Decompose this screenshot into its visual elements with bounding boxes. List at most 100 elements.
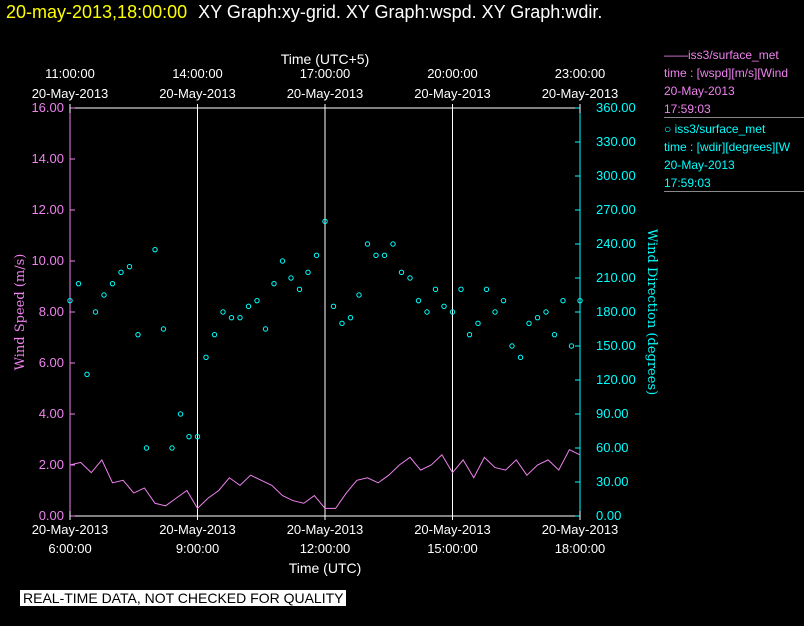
x-bottom-tick-time: 18:00:00	[555, 541, 606, 556]
wind-direction-point	[186, 433, 192, 440]
wind-direction-point	[509, 343, 515, 349]
wind-direction-point	[483, 286, 490, 293]
wind-direction-point	[305, 269, 311, 276]
y-right-tick-label: 180.00	[596, 304, 636, 319]
wind-direction-point	[415, 297, 422, 304]
wind-direction-point	[398, 269, 405, 276]
x-bottom-tick-time: 6:00:00	[48, 541, 91, 556]
wind-direction-point	[390, 241, 396, 247]
wind-direction-point	[432, 286, 439, 293]
wind-direction-point	[458, 286, 464, 293]
y-left-tick-label: 4.00	[39, 406, 64, 421]
x-bottom-tick-date: 20-May-2013	[287, 522, 364, 537]
wind-direction-point	[245, 303, 252, 310]
label-layer: 0.00 2.00 4.00 6.00 8.00 10.00 12.00 14.00 16.00…	[13, 51, 659, 576]
legend-wdir-variable: time : [wdir][degrees][W	[664, 140, 791, 154]
wind-direction-point	[101, 292, 107, 298]
x-top-tick-date: 20-May-2013	[414, 86, 491, 101]
wind-direction-point	[92, 309, 99, 315]
x-bottom-tick-date: 20-May-2013	[32, 522, 109, 537]
header-timestamp: 20-may-2013,18:00:00	[6, 2, 188, 22]
wind-direction-point	[543, 309, 549, 315]
y-left-tick-label: 0.00	[39, 508, 64, 523]
x-top-tick-time: 17:00:00	[300, 66, 351, 81]
wind-direction-point	[441, 303, 447, 310]
wind-direction-point	[296, 286, 303, 293]
y-left-tick-label: 6.00	[39, 355, 64, 370]
legend-divider-2	[664, 191, 804, 192]
x-top-tick-time: 11:00:00	[45, 66, 95, 81]
y-right-tick-label: 300.00	[596, 168, 636, 183]
wind-direction-point	[84, 371, 90, 378]
x-top-tick-time: 23:00:00	[555, 66, 606, 81]
wind-direction-point	[577, 297, 583, 304]
wind-direction-point	[271, 280, 277, 287]
wind-direction-point	[560, 297, 566, 304]
chart-header: 20-may-2013,18:00:00 XY Graph:xy-grid. X…	[6, 2, 602, 23]
wind-direction-point	[449, 309, 456, 315]
legend-wdir-time: 17:59:03	[664, 176, 711, 190]
x-bottom-tick-time: 15:00:00	[427, 541, 478, 556]
wind-direction-point	[118, 269, 124, 276]
legend-divider	[664, 117, 804, 118]
legend-wspd-source: ——iss3/surface_met	[664, 48, 779, 62]
wind-direction-point	[109, 280, 116, 287]
wind-direction-point	[262, 326, 269, 332]
wind-direction-point	[492, 309, 498, 315]
quality-notice: REAL-TIME DATA, NOT CHECKED FOR QUALITY	[20, 590, 347, 606]
wind-direction-point	[364, 241, 371, 247]
wind-direction-point	[475, 320, 481, 327]
y-right-tick-label: 30.00	[596, 474, 629, 489]
wind-direction-point	[373, 252, 379, 259]
wind-direction-point	[211, 331, 218, 338]
wind-direction-point	[220, 309, 226, 315]
wind-direction-point	[75, 280, 82, 287]
wind-direction-point	[322, 218, 328, 225]
wind-direction-point	[143, 445, 150, 451]
y-right-tick-label: 240.00	[596, 236, 636, 251]
wind-direction-point	[160, 326, 167, 332]
y-right-tick-label: 120.00	[596, 372, 636, 387]
wind-direction-point	[551, 331, 558, 338]
wind-direction-point	[177, 411, 184, 417]
wind-speed-line	[69, 449, 581, 510]
wind-direction-point	[568, 343, 575, 349]
x-top-tick-date: 20-May-2013	[542, 86, 619, 101]
x-bottom-tick-date: 20-May-2013	[542, 522, 619, 537]
legend-wspd: ——iss3/surface_met time : [wspd][m/s][Wi…	[664, 46, 804, 118]
legend-wdir-date: 20-May-2013	[664, 158, 735, 172]
x-top-tick-time: 14:00:00	[172, 66, 223, 81]
y-right-tick-label: 330.00	[596, 134, 636, 149]
wind-direction-point	[126, 263, 133, 270]
wind-direction-point	[381, 252, 388, 259]
x-top-tick-date: 20-May-2013	[32, 86, 109, 101]
y-axis-title-right: Wind Direction (degrees)	[644, 229, 659, 395]
x-top-tick-time: 20:00:00	[427, 66, 478, 81]
wind-direction-point	[313, 252, 320, 259]
axis-layer	[69, 104, 581, 520]
wind-direction-point	[500, 297, 507, 304]
x-bottom-tick-date: 20-May-2013	[414, 522, 491, 537]
header-graph-list: XY Graph:xy-grid. XY Graph:wspd. XY Grap…	[198, 2, 603, 22]
legend-wdir: ○ iss3/surface_met time : [wdir][degrees…	[664, 120, 804, 192]
wind-direction-point	[254, 297, 260, 304]
wind-direction-point	[330, 303, 337, 310]
x-bottom-tick-date: 20-May-2013	[159, 522, 236, 537]
wind-direction-point	[237, 314, 243, 321]
wind-direction-point	[424, 309, 430, 315]
legend-wspd-time: 17:59:03	[664, 102, 711, 116]
y-right-tick-label: 270.00	[596, 202, 636, 217]
wind-direction-point	[526, 320, 532, 327]
x-axis-title-top: Time (UTC+5)	[281, 51, 370, 67]
y-right-tick-label: 0.00	[596, 508, 621, 523]
wind-direction-point	[407, 275, 413, 281]
x-bottom-tick-time: 12:00:00	[300, 541, 351, 556]
legend-wspd-variable: time : [wspd][m/s][Wind	[664, 66, 789, 80]
wind-direction-point	[347, 314, 354, 321]
wind-direction-point	[152, 246, 158, 253]
wind-direction-point	[356, 292, 362, 298]
grid-layer	[197, 108, 453, 516]
y-axis-title-left: Wind Speed (m/s)	[13, 254, 28, 371]
legend-wspd-date: 20-May-2013	[664, 84, 735, 98]
